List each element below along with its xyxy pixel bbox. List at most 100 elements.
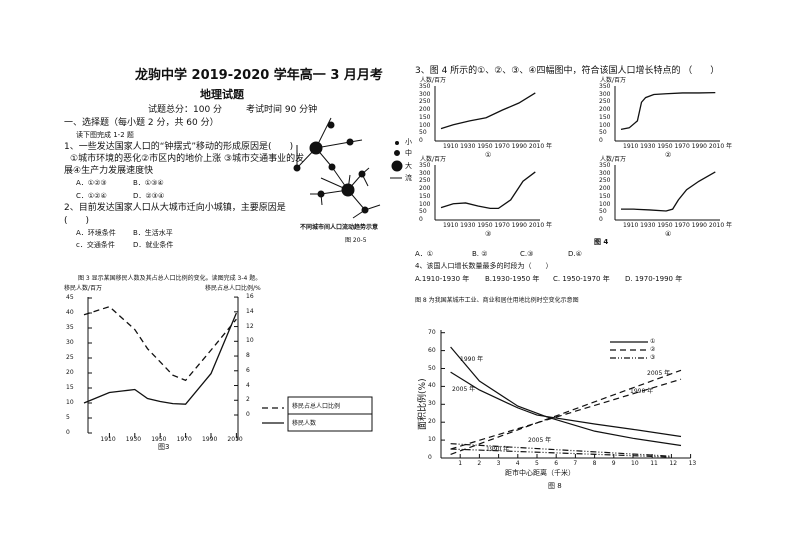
q3-stem: 3、图 4 所示的①、②、③、④四幅图中，符合该国人口增长特点的 （ ） — [415, 66, 720, 76]
fig8-label: 图 8 — [548, 482, 562, 490]
q3-option-b[interactable]: B. ② — [472, 250, 488, 258]
fig4-y-tick-label: 100 — [419, 121, 431, 129]
fig8-series-4 — [450, 443, 672, 457]
q4-option-c[interactable]: C. 1950-1970 年 — [553, 275, 610, 283]
q4-option-a[interactable]: A.1910-1930 年 — [415, 275, 470, 283]
fig205-label: 图 20-5 — [345, 237, 367, 244]
legend-small: 小 — [405, 138, 412, 146]
fig3-x-tick-label: 1910 — [100, 436, 116, 443]
fig3-left-tick-label: 25 — [66, 354, 74, 361]
q1-option-a[interactable]: A．①②③ — [76, 179, 107, 187]
q3-option-a[interactable]: A．① — [415, 250, 434, 258]
fig4-label: 图 4 — [594, 238, 609, 246]
fig3-left-tick-label: 5 — [66, 414, 70, 421]
fig8-ylabel: 面积比例(%) — [418, 378, 428, 430]
fig8-x-tick-label: 1 — [458, 460, 463, 467]
fig8-legend-label: ③ — [650, 354, 656, 361]
fig4-y-tick-label: 200 — [599, 185, 611, 192]
fig8-series-2 — [450, 369, 682, 455]
q3-option-d[interactable]: D.④ — [568, 250, 582, 258]
fig8-y-tick-label: 50 — [428, 364, 436, 372]
intro-q1-2: 读下图完成 1-2 题 — [76, 131, 134, 139]
fig4-y-tick-label: 200 — [419, 106, 431, 113]
fig4-y-tick-label: 50 — [599, 208, 607, 216]
fig3-ylabel-right: 移民占总人口比例/% — [205, 285, 261, 292]
fig8-x-tick-label: 11 — [650, 460, 658, 467]
fig4-y-tick-label: 300 — [599, 169, 611, 177]
q2-option-a[interactable]: A．环境条件 — [76, 229, 116, 237]
fig3-x-tick-label: 1930 — [125, 436, 142, 443]
fig8-y-tick-label: 20 — [428, 418, 436, 426]
fig4-y-tick-label: 100 — [419, 200, 431, 208]
fig3-right-tick-label: 12 — [246, 322, 254, 330]
q2-option-b[interactable]: B．生活水平 — [133, 229, 173, 237]
q4-option-b[interactable]: B.1930-1950 年 — [485, 275, 540, 283]
q4-option-d[interactable]: D. 1970-1990 年 — [625, 275, 683, 283]
fig4-y-tick-label: 350 — [419, 82, 431, 90]
fig3-left-tick-label: 0 — [66, 429, 70, 436]
q2-option-d[interactable]: D．就业条件 — [133, 241, 174, 249]
fig4-x-tick-labels: 1910 1930 1950 1970 1990 2010 年 — [623, 143, 733, 150]
small-city-legend-icon — [395, 141, 399, 145]
fig4-y-tick-label: 300 — [599, 90, 611, 98]
q2-stem: 2、目前发达国家人口从大城市迁向小城镇，主要原因是 — [64, 203, 286, 213]
fig4-y-tick-label: 300 — [419, 169, 431, 177]
fig3-label: 图3 — [158, 443, 170, 451]
medium-city-legend-icon — [394, 150, 400, 156]
fig4-y-tick-label: 350 — [599, 161, 611, 169]
fig3-right-tick-label: 6 — [246, 366, 250, 374]
q2-option-c[interactable]: c．交通条件 — [76, 241, 115, 249]
fig3-left-tick-label: 35 — [66, 324, 74, 331]
fig8-y-tick-label: 0 — [428, 454, 432, 461]
fig4-y-tick-label: 50 — [599, 129, 607, 137]
fig4-y-tick-label: 150 — [419, 113, 431, 121]
fig4-panel-label: ④ — [665, 230, 672, 238]
fig8-year-annotation: 1990 年 — [486, 446, 510, 453]
fig4-y-tick-label: 350 — [599, 82, 611, 90]
fig3-series-1 — [83, 312, 237, 405]
fig4-y-tick-label: 50 — [419, 129, 427, 137]
fig8-y-tick-label: 30 — [428, 400, 436, 408]
fig3-series-0 — [83, 305, 237, 382]
q3-option-c[interactable]: C.③ — [520, 250, 534, 258]
fig8-series-5 — [450, 448, 672, 458]
exam-title: 龙驹中学 2019-2020 学年高一 3 月月考 — [135, 68, 383, 83]
q1-option-c[interactable]: C．①②④ — [76, 192, 107, 200]
fig205-caption: 不同城市间人口流动趋势示意 — [300, 224, 379, 231]
fig4-panel-3-line — [440, 171, 536, 210]
q1-option-b[interactable]: B．①③④ — [133, 179, 164, 187]
fig4-y-tick-label: 200 — [419, 185, 431, 192]
fig4-panel-label: ① — [485, 151, 492, 159]
legend-flow: 流 — [405, 174, 412, 182]
fig4-y-tick-label: 0 — [599, 137, 603, 144]
fig3-left-tick-label: 20 — [66, 369, 74, 376]
fig8-series-0 — [450, 346, 682, 447]
fig4-y-tick-label: 350 — [419, 161, 431, 169]
fig4-y-tick-label: 300 — [419, 90, 431, 98]
legend-medium: 中 — [405, 149, 412, 157]
q1-stem: 1、一些发达国家人口的“钟摆式”移动的形成原因是( ) — [64, 142, 294, 152]
fig4-y-tick-label: 150 — [599, 113, 611, 121]
fig3-x-tick-label: 1970 — [176, 436, 192, 443]
fig8-x-tick-label: 3 — [496, 460, 501, 467]
fig4-y-tick-label: 150 — [419, 192, 431, 200]
fig3-right-tick-label: 4 — [246, 381, 250, 389]
fig3-legend-dashed: 移民占总人口比例 — [292, 403, 341, 410]
fig8-x-tick-label: 5 — [535, 460, 539, 467]
subject-title: 地理试题 — [200, 88, 244, 101]
fig4-panel-label: ② — [665, 151, 672, 159]
fig8-series-3 — [450, 378, 682, 450]
fig4-y-tick-label: 50 — [419, 208, 427, 216]
fig4-panel-1-line — [440, 92, 536, 130]
fig8-year-annotation: 1990 年 — [630, 388, 654, 395]
fig8-x-tick-label: 12 — [669, 460, 678, 467]
fig8-x-tick-label: 6 — [554, 460, 559, 467]
fig8-x-tick-label: 4 — [515, 460, 520, 467]
fig4-y-tick-label: 150 — [599, 192, 611, 200]
fig4-panel-2-line — [620, 91, 716, 131]
fig8-y-tick-label: 40 — [428, 382, 436, 390]
q1-option-d[interactable]: D．②③④ — [133, 192, 165, 200]
